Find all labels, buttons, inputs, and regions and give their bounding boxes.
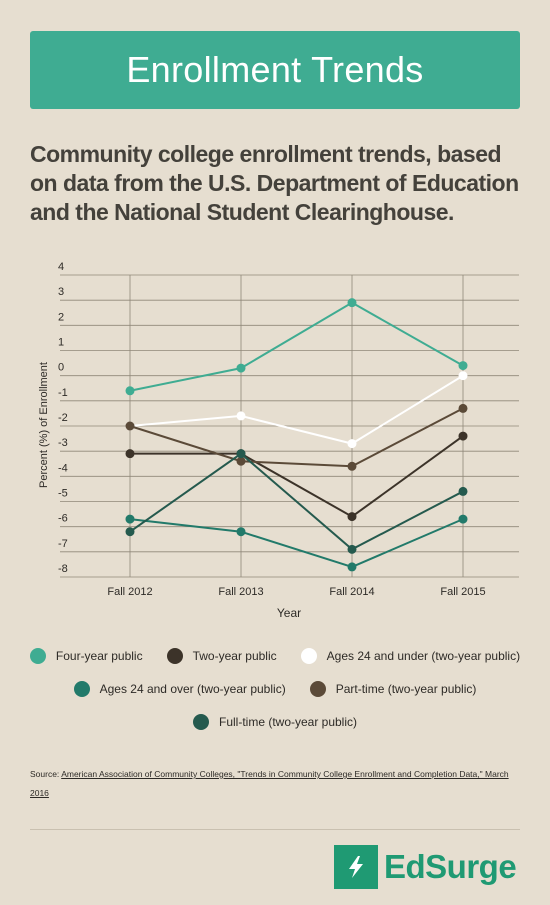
data-point	[347, 562, 357, 572]
data-point	[458, 403, 468, 413]
series-line	[129, 407, 464, 468]
y-tick-label: -6	[58, 513, 68, 525]
data-point	[125, 449, 135, 459]
x-tick-label: Fall 2014	[329, 586, 374, 598]
x-axis-label: Year	[277, 606, 301, 620]
legend-label: Ages 24 and under (two-year public)	[326, 649, 521, 663]
data-point	[236, 411, 246, 421]
y-tick-label: -1	[58, 387, 68, 399]
y-tick-label: -8	[58, 563, 68, 575]
lightning-bolt-icon	[334, 845, 378, 889]
data-point	[236, 456, 246, 466]
data-point	[458, 486, 468, 496]
legend-item: Full-time (two-year public)	[192, 714, 358, 730]
legend-row: Ages 24 and over (two-year public) Part-t…	[0, 681, 550, 697]
chart-subtitle: Community college enrollment trends, bas…	[30, 141, 519, 225]
legend-label: Four-year public	[55, 649, 143, 663]
legend-item: Two-year public	[166, 648, 277, 664]
data-point	[125, 386, 135, 396]
legend-label: Full-time (two-year public)	[218, 715, 358, 729]
legend-label: Two-year public	[192, 649, 277, 663]
data-point	[458, 431, 468, 441]
y-axis-label: Percent (%) of Enrollment	[38, 362, 50, 488]
data-point	[236, 449, 246, 459]
data-point	[347, 298, 357, 308]
legend-item: Ages 24 and over (two-year public)	[73, 681, 286, 697]
y-tick-label: 1	[58, 337, 64, 349]
source-note: Source: American Association of Communit…	[30, 765, 520, 803]
data-point	[347, 461, 357, 471]
legend-swatch	[309, 681, 326, 697]
legend-item: Part-time (two-year public)	[309, 681, 477, 697]
series-line	[129, 374, 464, 445]
title-banner: Enrollment Trends	[30, 31, 520, 109]
data-point	[458, 371, 468, 381]
chart-legend: Four-year public Two-year public Ages 24 a…	[0, 648, 550, 747]
series-line	[129, 452, 464, 551]
x-tick-label: Fall 2015	[440, 586, 485, 598]
page-title: Enrollment Trends	[126, 49, 424, 90]
data-point	[125, 421, 135, 431]
data-point	[236, 363, 246, 373]
legend-label: Part-time (two-year public)	[335, 682, 477, 696]
legend-swatch	[29, 648, 46, 664]
series-line	[129, 518, 464, 568]
series-line	[130, 435, 464, 518]
legend-swatch	[300, 648, 317, 664]
data-point	[236, 527, 246, 537]
data-point	[125, 514, 135, 524]
legend-item: Four-year public	[29, 648, 143, 664]
line-chart: 4 3 2 1 0 -1 -2 -3 -4 -5 -6 -7 -8 Fall 2012 Fall 2013 F…	[38, 261, 519, 620]
y-tick-label: 2	[58, 311, 64, 323]
y-tick-label: -4	[58, 462, 68, 474]
series-line	[129, 301, 464, 392]
data-point	[458, 514, 468, 524]
y-tick-label: -3	[58, 437, 68, 449]
data-point	[125, 527, 135, 537]
legend-row: Full-time (two-year public)	[0, 714, 550, 730]
legend-item: Ages 24 and under (two-year public)	[300, 648, 521, 664]
footer-divider	[30, 829, 520, 830]
y-tick-label: 0	[58, 362, 64, 374]
legend-swatch	[73, 681, 90, 697]
legend-swatch	[192, 714, 209, 730]
y-tick-label: -7	[58, 538, 68, 550]
x-tick-label: Fall 2013	[218, 586, 263, 598]
source-prefix: Source:	[30, 769, 62, 779]
legend-swatch	[166, 648, 183, 664]
x-tick-label: Fall 2012	[107, 586, 152, 598]
data-point	[458, 361, 468, 371]
brand-name: EdSurge	[384, 848, 517, 885]
source-link[interactable]: American Association of Community Colleg…	[30, 769, 509, 798]
data-point	[347, 544, 357, 554]
legend-label: Ages 24 and over (two-year public)	[99, 682, 286, 696]
y-tick-label: -2	[58, 412, 68, 424]
data-point	[347, 439, 357, 449]
data-point	[347, 512, 357, 522]
brand-logo: EdSurge	[334, 845, 517, 889]
legend-row: Four-year public Two-year public Ages 24 a…	[0, 648, 550, 664]
y-tick-label: -5	[58, 488, 68, 500]
y-tick-label: 3	[58, 286, 64, 298]
y-tick-label: 4	[58, 261, 64, 273]
